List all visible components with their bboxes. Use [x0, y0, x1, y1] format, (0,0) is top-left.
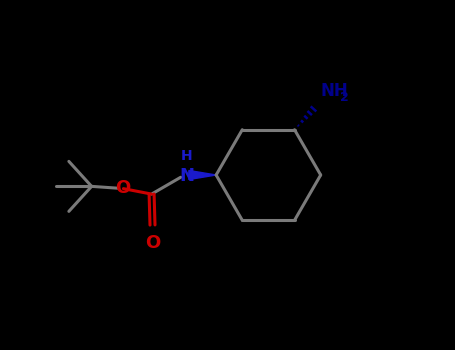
Text: O: O: [145, 234, 160, 252]
Text: N: N: [179, 167, 194, 185]
Text: 2: 2: [339, 91, 348, 104]
Text: H: H: [181, 149, 192, 163]
Text: O: O: [115, 179, 130, 197]
Polygon shape: [189, 170, 216, 180]
Text: NH: NH: [320, 82, 348, 100]
